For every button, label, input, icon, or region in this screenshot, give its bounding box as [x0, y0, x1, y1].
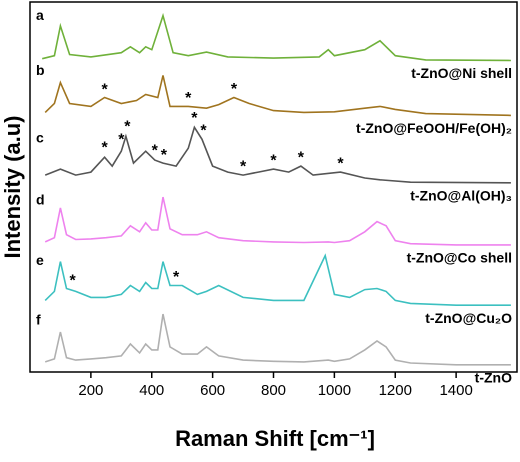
panel-letter: d — [36, 192, 45, 208]
series-name: t-ZnO@Ni shell — [411, 65, 512, 81]
spectrum-line — [44, 125, 511, 184]
peak-asterisk: * — [173, 269, 180, 286]
spectrum-line — [44, 313, 511, 366]
x-tick-label: 800 — [261, 382, 286, 399]
x-tick-label: 1000 — [318, 382, 351, 399]
panel-letter: e — [36, 252, 44, 268]
panel-letter: a — [36, 7, 44, 23]
peak-asterisk: * — [101, 139, 108, 156]
x-tick-label: 200 — [78, 382, 103, 399]
peak-asterisk: * — [124, 119, 131, 136]
series-name: t-ZnO — [475, 370, 512, 386]
peak-asterisk: * — [185, 90, 192, 107]
x-tick-label: 1200 — [379, 382, 412, 399]
peak-asterisk: * — [240, 159, 247, 176]
peak-asterisk: * — [161, 147, 168, 164]
x-tick-label: 600 — [200, 382, 225, 399]
y-axis-label: Intensity (a.u) — [0, 115, 25, 258]
panel-letter: f — [36, 312, 41, 328]
series-name: t-ZnO@Al(OH)₃ — [410, 188, 512, 204]
peak-asterisk: * — [69, 273, 76, 290]
x-axis-label: Raman Shift [cm⁻¹] — [175, 426, 375, 451]
series-name: t-ZnO@Cu₂O — [425, 310, 512, 326]
peak-asterisk: * — [270, 153, 277, 170]
peak-asterisk: * — [337, 156, 344, 173]
peak-asterisk: * — [152, 142, 159, 159]
panel-letter: c — [36, 130, 44, 146]
x-tick-label: 400 — [139, 382, 164, 399]
spectrum-line — [44, 196, 511, 246]
peak-asterisk: * — [298, 150, 305, 167]
series-name: t-ZnO@Co shell — [407, 250, 512, 266]
peak-asterisk: * — [200, 123, 207, 140]
x-tick-label: 1400 — [439, 382, 472, 399]
peak-asterisk: * — [118, 132, 125, 149]
spectrum-line — [44, 253, 511, 306]
spectrum-line — [42, 12, 511, 62]
peak-asterisk: * — [191, 110, 198, 127]
spectrum-line — [44, 75, 511, 117]
peak-asterisk: * — [101, 82, 108, 99]
series-name: t-ZnO@FeOOH/Fe(OH)₂ — [356, 120, 512, 136]
panel-letter: b — [36, 62, 45, 78]
peak-asterisk: * — [231, 81, 238, 98]
